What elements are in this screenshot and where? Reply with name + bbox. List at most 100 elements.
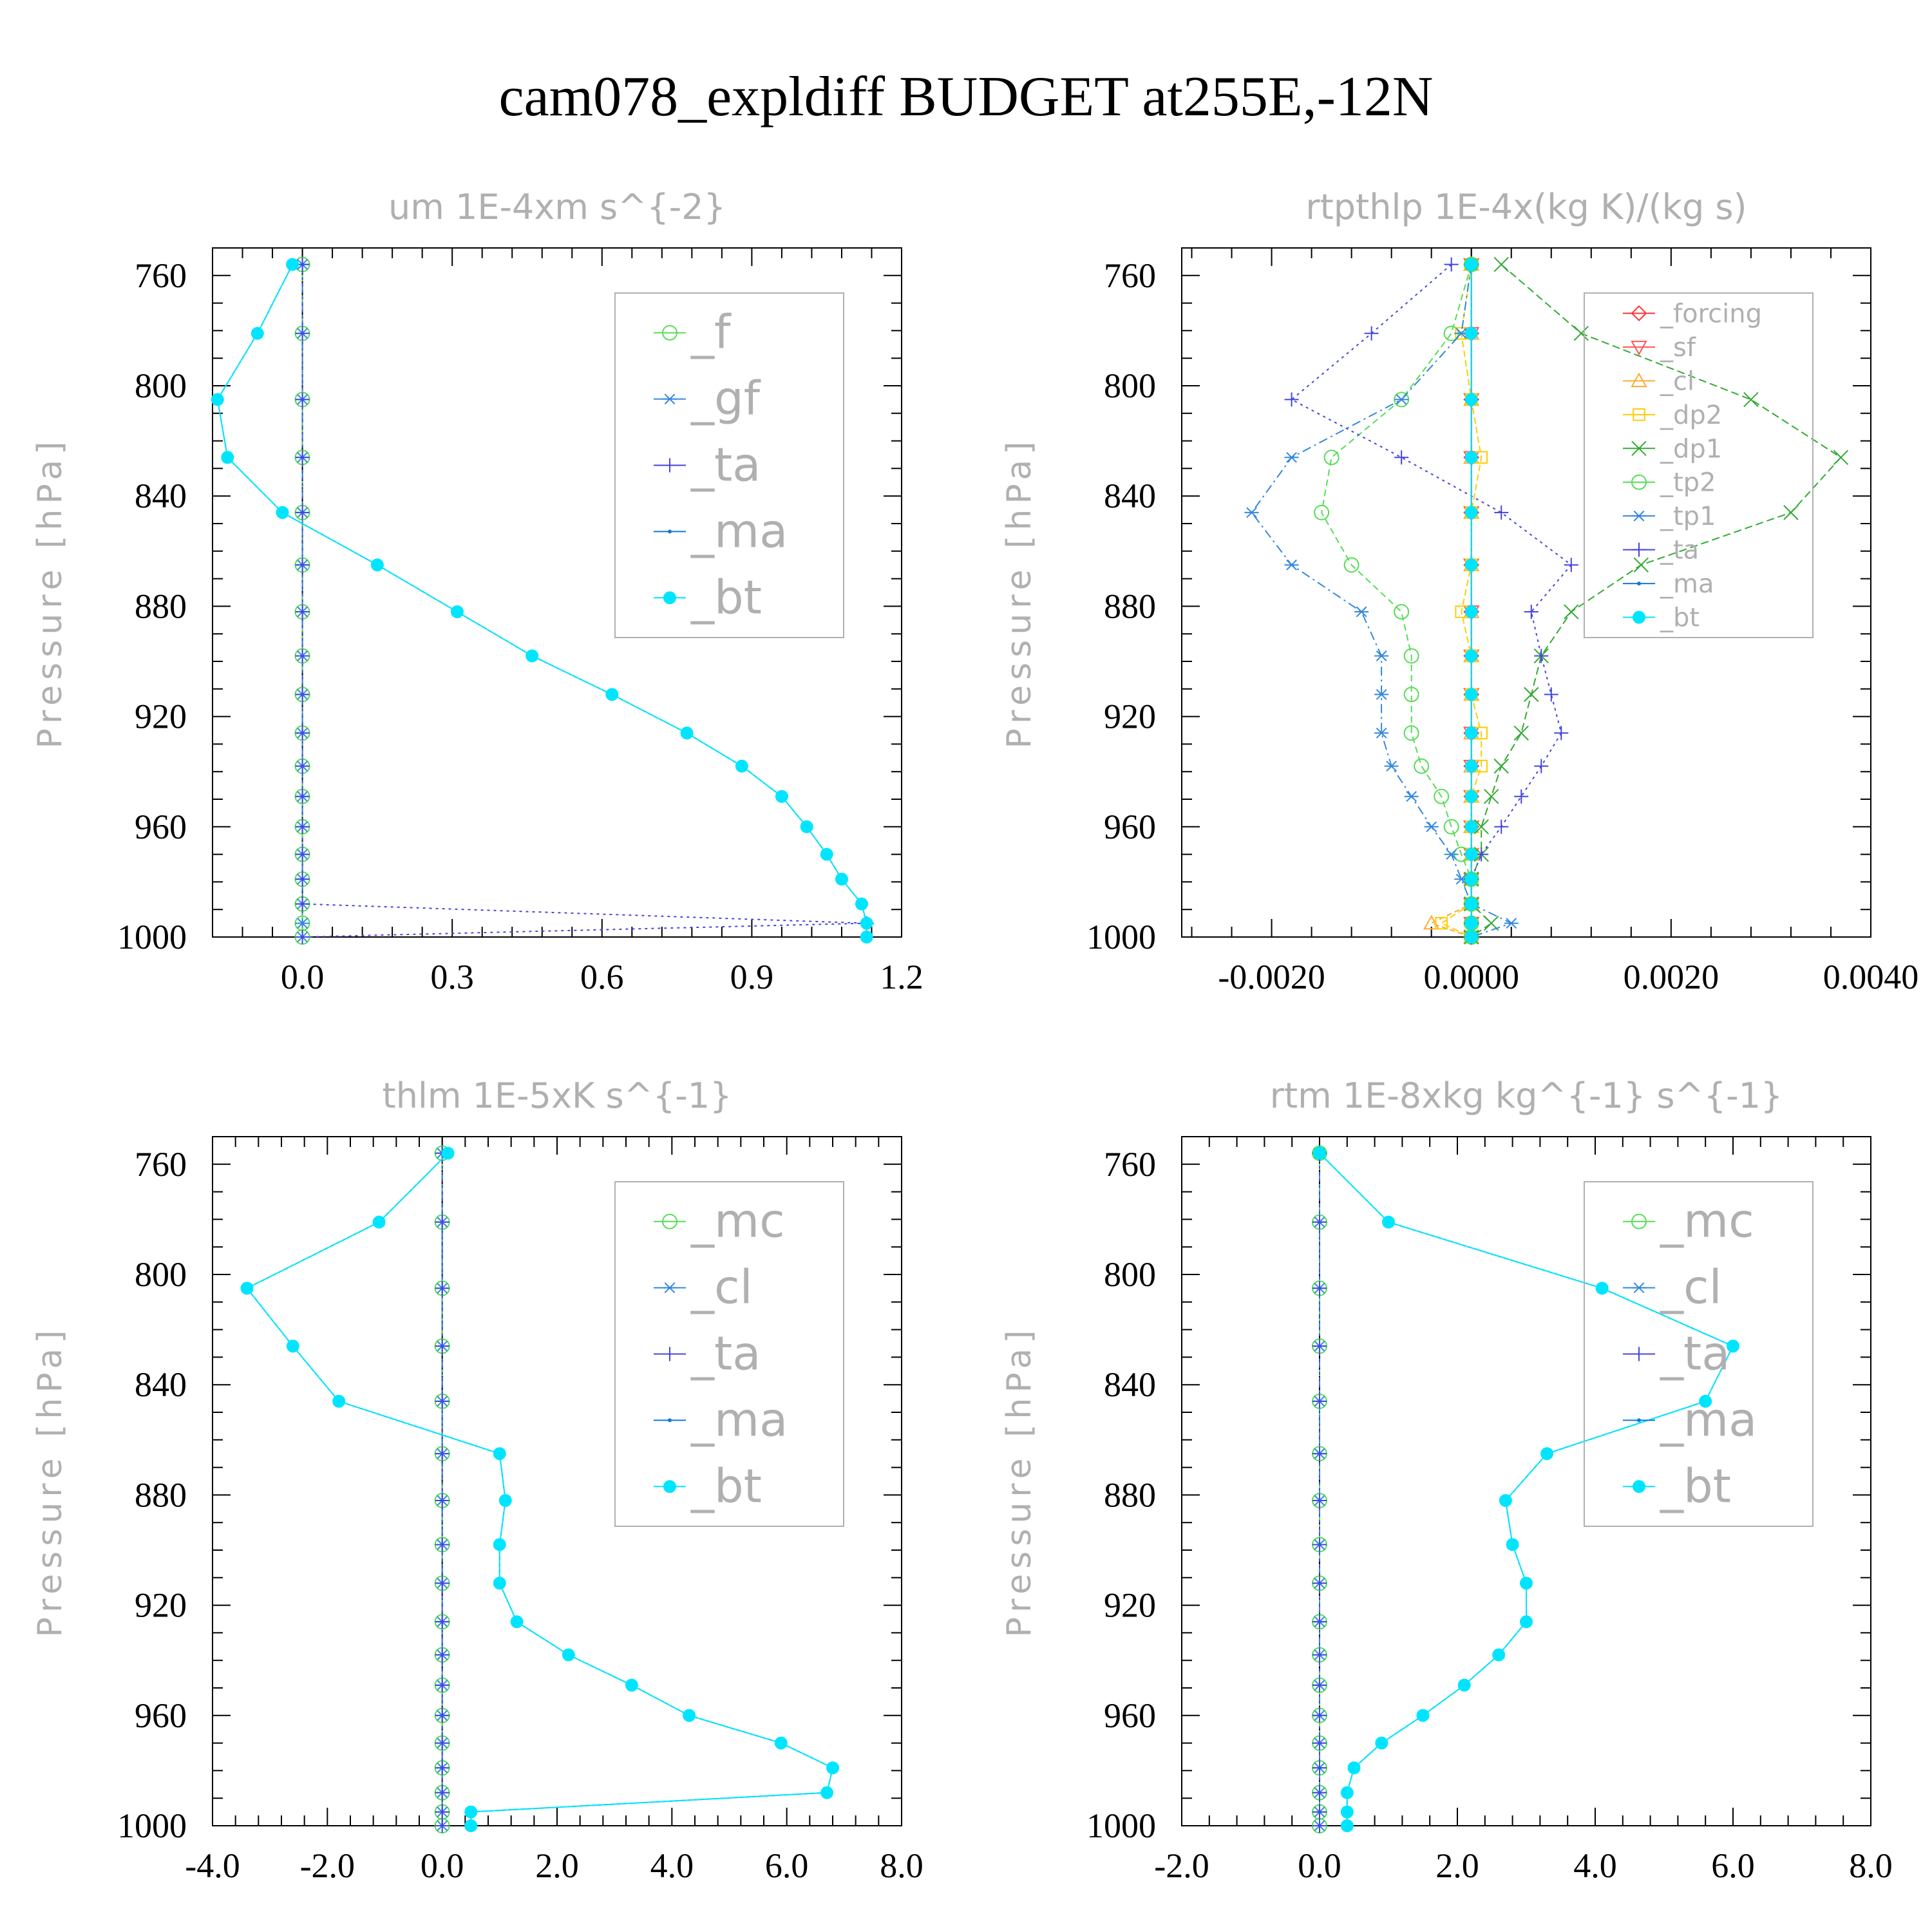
legend-marker — [662, 1213, 677, 1229]
data-point — [1312, 1678, 1327, 1692]
y-tick-label: 1000 — [1086, 1806, 1156, 1845]
data-point — [435, 1647, 450, 1662]
legend: _forcing _sf_cl _dp2 _dp1 _tp2 _tp1 _ta _ma _bt — [1584, 292, 1814, 638]
y-tick-label: 800 — [135, 366, 187, 405]
x-tick-label: 2.0 — [1435, 1846, 1479, 1885]
data-point — [1540, 1447, 1554, 1461]
y-tick-label: 840 — [1104, 477, 1156, 515]
legend: _mc _cl _ta _ma _bt — [1584, 1181, 1814, 1527]
x-tick-label: 8.0 — [1849, 1846, 1893, 1885]
data-point — [1464, 848, 1478, 861]
data-point — [435, 1615, 450, 1629]
data-point — [1313, 1146, 1326, 1160]
y-tick-label: 840 — [1104, 1365, 1156, 1404]
data-point — [1403, 687, 1419, 703]
legend-label: _bt — [1660, 1459, 1731, 1513]
panel-title: rtpthlp 1E-4x(kg K)/(kg s) — [1305, 187, 1747, 227]
legend-label: _ma — [690, 504, 788, 558]
series-line — [1430, 264, 1472, 938]
data-point — [1374, 650, 1389, 661]
y-tick-label: 880 — [135, 587, 187, 625]
legend-label: _bt — [690, 570, 762, 624]
data-point — [1340, 1805, 1354, 1819]
data-point — [1513, 725, 1529, 741]
data-point — [510, 1615, 524, 1629]
data-point — [498, 1493, 512, 1507]
data-point — [1312, 1215, 1327, 1229]
data-point — [295, 872, 310, 887]
x-tick-label: 0.0 — [421, 1846, 464, 1885]
y-axis-label: Pressure [hPa] — [1000, 1325, 1039, 1638]
legend-marker — [1633, 408, 1645, 421]
data-point — [1493, 758, 1509, 774]
y-tick-label: 880 — [135, 1475, 187, 1514]
data-point — [295, 392, 310, 407]
x-tick-label: 0.0020 — [1624, 958, 1719, 996]
data-point — [1312, 1615, 1327, 1629]
series-line — [1470, 263, 1842, 938]
legend-label: _tp2 — [1660, 468, 1716, 498]
data-point — [855, 897, 868, 911]
data-point — [1312, 1736, 1327, 1750]
data-point — [835, 873, 848, 886]
legend-label: _cl — [1660, 366, 1694, 396]
legend-marker — [663, 1282, 677, 1294]
data-point — [1464, 820, 1478, 833]
data-point — [1494, 505, 1509, 520]
data-point — [295, 687, 310, 702]
data-point — [1564, 604, 1579, 620]
data-point — [1499, 1493, 1512, 1507]
series-tp1 — [1244, 259, 1519, 943]
data-point — [441, 1146, 455, 1160]
data-point — [1464, 726, 1478, 740]
legend-marker — [1631, 341, 1647, 355]
data-point — [435, 1394, 450, 1408]
x-tick-label: 4.0 — [1573, 1846, 1617, 1885]
data-point — [435, 1576, 450, 1591]
data-point — [295, 558, 310, 573]
legend-marker — [663, 393, 677, 405]
data-point — [1443, 819, 1459, 835]
legend-box — [1584, 292, 1814, 638]
data-point — [562, 1648, 575, 1662]
data-point — [1374, 688, 1389, 700]
data-point — [295, 918, 310, 929]
data-point — [211, 393, 224, 406]
data-point — [251, 327, 264, 340]
legend-label: _ma — [1660, 1392, 1757, 1446]
legend-label: _ma — [690, 1392, 788, 1446]
panel-2: rtpthlp 1E-4x(kg K)/(kg s) Pressure [hPa]… — [1000, 187, 1918, 996]
panel-title: rtm 1E-8xkg kg^{-1} s^{-1} — [1270, 1075, 1783, 1116]
data-point — [1524, 604, 1539, 619]
y-tick-label: 1000 — [117, 918, 187, 956]
data-point — [295, 896, 310, 911]
data-point — [1464, 759, 1478, 773]
x-tick-label: -2.0 — [1154, 1846, 1209, 1885]
data-point — [450, 605, 464, 618]
data-point — [332, 1394, 346, 1408]
y-tick-label: 840 — [135, 477, 187, 515]
data-point — [1492, 1648, 1506, 1662]
data-point — [1312, 1537, 1327, 1552]
data-point — [295, 505, 310, 520]
x-tick-label: 0.0 — [281, 958, 325, 996]
plot-frame — [1181, 1136, 1871, 1826]
legend-label: _mc — [1660, 1194, 1754, 1248]
data-point — [1434, 788, 1450, 804]
y-tick-label: 800 — [1104, 1255, 1156, 1294]
data-point — [1699, 1394, 1712, 1408]
data-point — [1312, 1339, 1327, 1354]
y-axis-label: Pressure [hPa] — [1000, 437, 1039, 749]
plot-frame — [212, 247, 902, 938]
plot-frame — [1181, 247, 1871, 938]
data-point — [1464, 451, 1478, 464]
data-point — [435, 1493, 450, 1508]
data-point — [1340, 1819, 1354, 1832]
x-tick-label: 0.0 — [1298, 1846, 1341, 1885]
data-point — [1504, 918, 1519, 929]
data-point — [820, 1786, 834, 1799]
series-line — [1251, 264, 1513, 938]
data-point — [464, 1805, 478, 1819]
data-point — [1464, 649, 1478, 663]
y-axis-label: Pressure [hPa] — [31, 1325, 70, 1638]
